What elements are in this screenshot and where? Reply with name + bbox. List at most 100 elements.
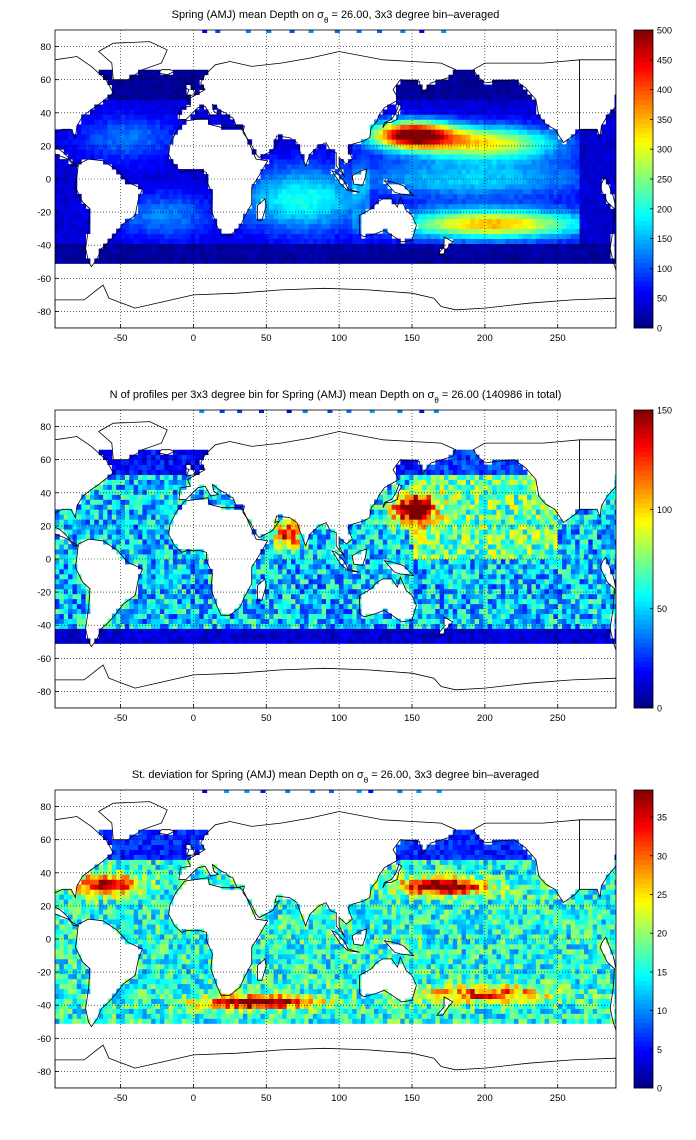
heatmap-cell xyxy=(116,104,121,110)
heatmap-cell xyxy=(304,174,309,180)
heatmap-cell xyxy=(151,139,156,145)
heatmap-cell xyxy=(457,164,462,170)
heatmap-cell xyxy=(190,174,196,180)
heatmap-cell xyxy=(212,233,218,239)
heatmap-cell xyxy=(107,144,113,150)
heatmap-cell xyxy=(55,549,60,555)
heatmap-cell xyxy=(317,228,323,235)
heatmap-cell xyxy=(461,228,467,235)
heatmap-cell xyxy=(492,99,497,105)
heatmap-cell xyxy=(260,243,266,249)
heatmap-cell xyxy=(535,188,541,195)
heatmap-cell xyxy=(203,233,209,239)
heatmap-cell xyxy=(190,233,196,239)
heatmap-cell xyxy=(260,193,266,200)
heatmap-cell xyxy=(85,154,91,160)
heatmap-cell xyxy=(177,603,183,610)
heatmap-cell xyxy=(430,154,436,160)
heatmap-cell xyxy=(103,499,108,505)
heatmap-cell xyxy=(426,154,432,160)
heatmap-cell xyxy=(422,174,427,180)
heatmap-cell xyxy=(277,218,283,225)
heatmap-cell xyxy=(94,124,100,130)
heatmap-cell xyxy=(400,99,406,105)
colorbar-segment xyxy=(634,216,653,222)
heatmap-cell xyxy=(190,454,196,461)
heatmap-cell xyxy=(94,499,100,505)
heatmap-cell xyxy=(496,238,502,244)
heatmap-cell xyxy=(312,258,318,264)
heatmap-cell xyxy=(400,179,406,185)
heatmap-cell xyxy=(133,144,139,150)
colorbar-segment xyxy=(634,57,653,63)
heatmap-cell xyxy=(146,598,152,605)
heatmap-cell xyxy=(181,618,187,624)
heatmap-cell xyxy=(356,243,362,249)
heatmap-cell xyxy=(312,213,318,220)
heatmap-cell xyxy=(159,529,165,535)
heatmap-cell xyxy=(59,578,65,585)
heatmap-cell xyxy=(308,549,314,555)
heatmap-cell xyxy=(465,193,471,200)
heatmap-cell xyxy=(312,218,318,225)
heatmap-cell xyxy=(186,258,191,264)
heatmap-cell xyxy=(570,233,576,239)
colorbar-segment xyxy=(634,132,653,138)
heatmap-cell xyxy=(404,149,410,155)
heatmap-cell xyxy=(570,238,576,244)
heatmap-cell xyxy=(317,248,323,254)
heatmap-cell xyxy=(146,144,152,150)
heatmap-cell xyxy=(509,109,515,115)
heatmap-cell xyxy=(448,258,454,264)
heatmap-cell xyxy=(614,134,616,140)
heatmap-cell xyxy=(553,218,559,225)
heatmap-cell xyxy=(155,144,161,150)
heatmap-cell xyxy=(260,253,266,259)
heatmap-cell xyxy=(55,144,60,150)
heatmap-cell xyxy=(601,159,607,165)
heatmap-cell xyxy=(487,154,493,160)
heatmap-cell xyxy=(225,633,231,639)
heatmap-cell xyxy=(277,578,283,585)
heatmap-cell xyxy=(474,238,480,244)
heatmap-cell xyxy=(286,253,292,259)
heatmap-cell xyxy=(610,223,615,230)
heatmap-cell xyxy=(557,154,563,160)
heatmap-cell xyxy=(164,154,170,160)
heatmap-cell xyxy=(238,243,244,249)
heatmap-cell xyxy=(63,179,69,185)
heatmap-cell xyxy=(164,223,170,230)
heatmap-cell xyxy=(299,628,305,634)
heatmap-cell xyxy=(186,593,191,600)
heatmap-cell xyxy=(570,213,576,220)
heatmap-cell xyxy=(579,213,585,220)
heatmap-cell xyxy=(562,223,567,230)
heatmap-cell xyxy=(155,618,161,624)
heatmap-cell xyxy=(116,464,121,470)
heatmap-cell xyxy=(146,243,152,249)
heatmap-cell xyxy=(133,474,139,480)
heatmap-cell xyxy=(422,193,427,200)
heatmap-cell xyxy=(76,593,82,600)
heatmap-cell xyxy=(111,544,117,550)
heatmap-cell xyxy=(326,159,331,165)
heatmap-cell xyxy=(295,539,301,545)
heatmap-cell xyxy=(553,134,559,140)
heatmap-cell xyxy=(63,253,69,259)
heatmap-cell xyxy=(146,183,152,190)
heatmap-cell xyxy=(120,613,126,619)
heatmap-cell xyxy=(107,623,113,629)
heatmap-cell xyxy=(479,134,484,140)
heatmap-cell xyxy=(247,228,253,235)
heatmap-cell xyxy=(470,253,476,259)
heatmap-cell xyxy=(142,563,148,570)
heatmap-cell xyxy=(308,183,314,190)
heatmap-cell xyxy=(142,559,148,565)
heatmap-cell xyxy=(470,258,476,264)
heatmap-cell xyxy=(321,179,327,185)
heatmap-cell xyxy=(247,628,253,634)
heatmap-cell xyxy=(548,169,554,175)
heatmap-cell xyxy=(439,164,445,170)
heatmap-cell xyxy=(496,218,502,225)
heatmap-cell xyxy=(317,149,323,155)
